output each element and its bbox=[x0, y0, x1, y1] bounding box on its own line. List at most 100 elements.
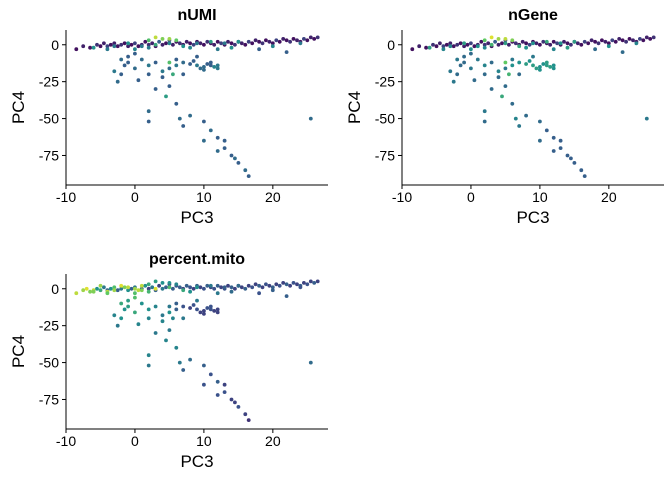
data-point bbox=[617, 37, 622, 41]
chart-title: nUMI bbox=[177, 7, 216, 24]
data-point bbox=[410, 47, 415, 52]
data-point bbox=[126, 298, 130, 303]
data-point bbox=[603, 39, 608, 44]
data-point bbox=[503, 41, 508, 46]
data-point bbox=[160, 281, 165, 285]
data-point bbox=[205, 306, 210, 310]
data-point bbox=[455, 57, 460, 62]
data-point bbox=[253, 282, 258, 287]
data-point bbox=[236, 283, 241, 288]
data-point bbox=[171, 316, 175, 321]
data-point bbox=[541, 62, 546, 66]
data-point bbox=[226, 283, 230, 288]
x-tick-label: 10 bbox=[196, 433, 212, 449]
data-point bbox=[153, 331, 158, 335]
data-point bbox=[246, 418, 251, 422]
data-point bbox=[167, 281, 172, 285]
data-point bbox=[493, 39, 497, 44]
data-point bbox=[531, 54, 535, 59]
x-axis-title: PC3 bbox=[180, 452, 213, 471]
data-point bbox=[133, 286, 137, 291]
data-point bbox=[448, 44, 453, 49]
data-point bbox=[236, 405, 241, 409]
data-point bbox=[167, 60, 172, 65]
data-point bbox=[205, 62, 210, 66]
data-point bbox=[153, 87, 158, 91]
data-point bbox=[181, 304, 186, 309]
data-point bbox=[298, 285, 303, 290]
data-point bbox=[593, 47, 597, 52]
data-point bbox=[315, 279, 320, 284]
data-point bbox=[212, 286, 217, 291]
data-point bbox=[181, 72, 186, 77]
data-point bbox=[219, 41, 224, 46]
data-point bbox=[146, 363, 151, 368]
data-point bbox=[188, 45, 193, 50]
data-point bbox=[441, 44, 446, 49]
data-point bbox=[191, 59, 196, 63]
data-point bbox=[181, 60, 186, 65]
data-point bbox=[648, 37, 653, 41]
data-point bbox=[462, 60, 466, 65]
data-point bbox=[465, 42, 470, 47]
data-point bbox=[233, 42, 237, 47]
data-point bbox=[181, 368, 186, 372]
data-point bbox=[517, 72, 522, 77]
data-point bbox=[74, 291, 79, 296]
data-point bbox=[579, 42, 584, 47]
data-point bbox=[510, 57, 515, 62]
x-tick-label: 0 bbox=[131, 189, 139, 205]
data-point bbox=[208, 304, 213, 309]
data-point bbox=[146, 63, 151, 68]
data-point bbox=[160, 313, 165, 318]
data-point bbox=[167, 66, 172, 71]
data-point bbox=[188, 62, 193, 66]
x-tick-label: 20 bbox=[265, 189, 281, 205]
data-point bbox=[274, 282, 279, 287]
data-point bbox=[510, 63, 515, 68]
data-point bbox=[482, 42, 487, 47]
data-point bbox=[298, 41, 303, 46]
data-point bbox=[565, 41, 570, 46]
data-point bbox=[195, 298, 199, 303]
data-point bbox=[644, 35, 649, 40]
data-point bbox=[302, 281, 306, 285]
data-point bbox=[226, 39, 230, 44]
data-point bbox=[513, 116, 518, 121]
data-point bbox=[177, 285, 182, 290]
data-point bbox=[257, 291, 261, 296]
data-point bbox=[544, 128, 549, 133]
data-point bbox=[572, 161, 577, 165]
data-point bbox=[153, 60, 158, 65]
data-point bbox=[205, 39, 210, 44]
data-point bbox=[544, 39, 549, 44]
data-point bbox=[267, 39, 272, 44]
data-point bbox=[284, 294, 289, 298]
chart-panel-0: nUMI -10 0 10 20 0 -25 -50 -75 PC3 PC4 bbox=[9, 7, 328, 227]
data-point bbox=[126, 285, 130, 290]
data-point bbox=[105, 44, 110, 49]
data-point bbox=[95, 42, 99, 47]
data-point bbox=[551, 66, 556, 71]
x-tick-label: -10 bbox=[56, 189, 76, 205]
x-tick-label: -10 bbox=[56, 433, 76, 449]
data-point bbox=[489, 35, 494, 40]
data-point bbox=[455, 72, 460, 77]
data-point bbox=[482, 63, 487, 68]
data-point bbox=[81, 44, 86, 49]
data-point bbox=[146, 119, 151, 124]
data-point bbox=[284, 50, 289, 54]
data-point bbox=[133, 41, 137, 46]
data-point bbox=[517, 124, 522, 128]
data-point bbox=[496, 75, 501, 80]
data-point bbox=[202, 286, 206, 291]
data-point bbox=[157, 283, 162, 288]
data-point bbox=[527, 59, 532, 63]
data-point bbox=[562, 39, 566, 44]
data-point bbox=[496, 37, 501, 41]
data-point bbox=[565, 45, 570, 50]
data-point bbox=[260, 285, 265, 290]
data-point bbox=[288, 39, 292, 44]
data-point bbox=[153, 279, 158, 284]
data-point bbox=[620, 38, 625, 43]
